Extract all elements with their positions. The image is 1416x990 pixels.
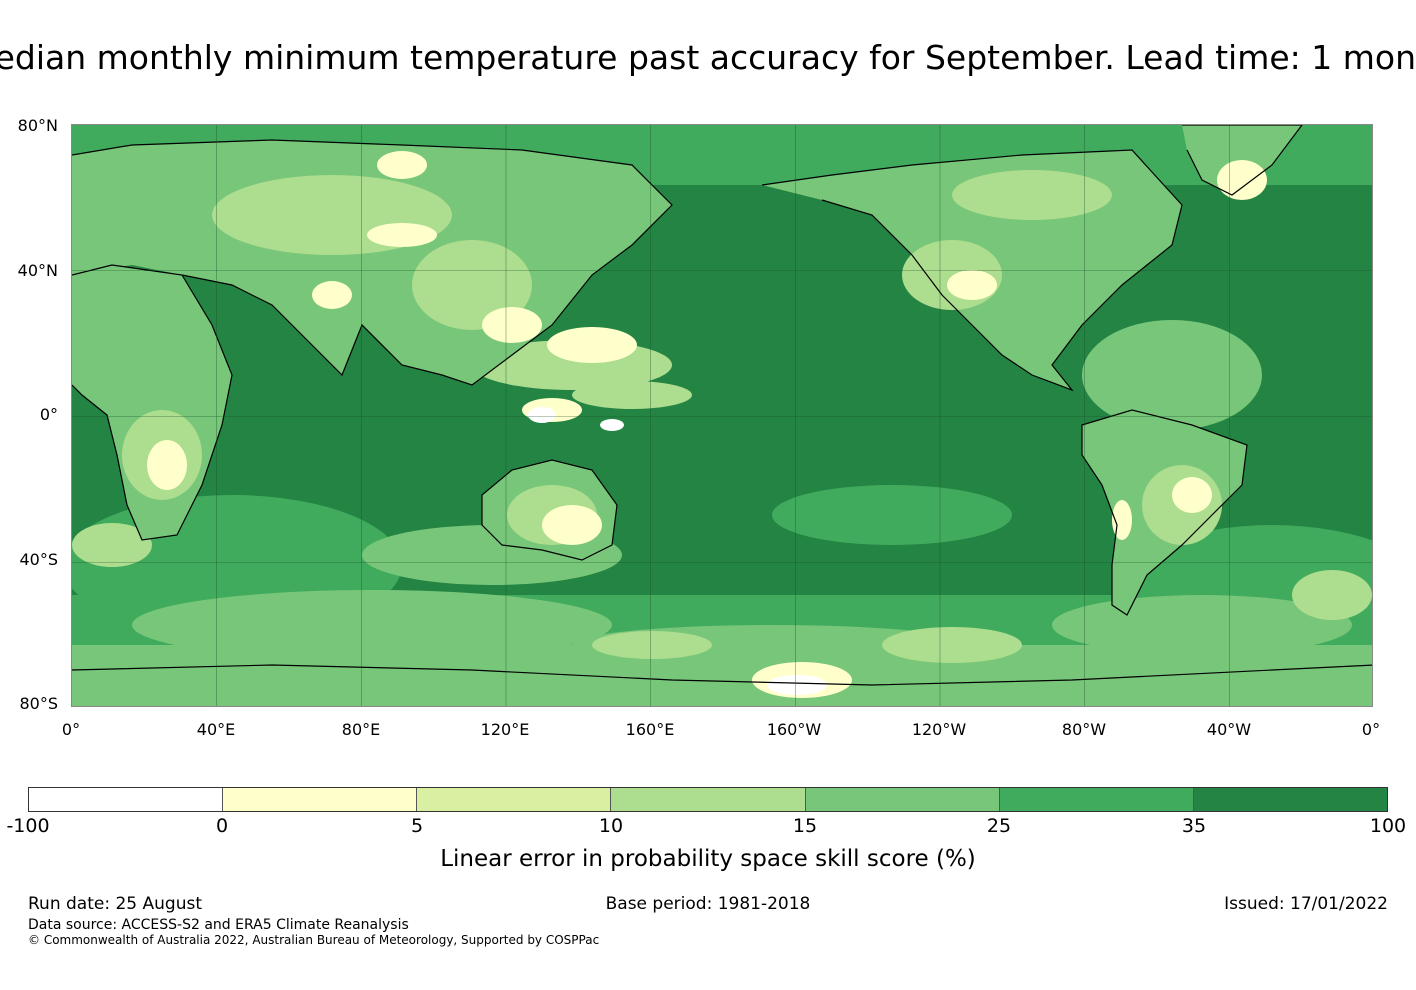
colorbar-segment (1192, 788, 1387, 811)
lon-label-80w: 80°W (1061, 720, 1107, 739)
colorbar-tick: 10 (598, 815, 624, 837)
lat-label-40s: 40°S (19, 550, 58, 569)
colorbar-segment (29, 788, 223, 811)
colorbar-segment (804, 788, 999, 811)
lon-label-160w: 160°W (766, 720, 822, 739)
colorbar-segment (416, 788, 611, 811)
colorbar-label: Linear error in probability space skill … (440, 846, 976, 872)
colorbar-segment (998, 788, 1193, 811)
map-canvas (72, 125, 1372, 706)
data-source: Data source: ACCESS-S2 and ERA5 Climate … (28, 917, 409, 933)
colorbar-tick: 5 (410, 815, 424, 837)
lat-label-80n: 80°N (17, 116, 58, 135)
colorbar-tick: 0 (215, 815, 229, 837)
no-skill-patches (528, 407, 827, 695)
colorbar (28, 787, 1388, 812)
lon-label-40e: 40°E (196, 720, 236, 739)
map-title: Median monthly minimum temperature past … (0, 38, 1416, 77)
colorbar-segment (610, 788, 805, 811)
copyright: © Commonwealth of Australia 2022, Austra… (28, 933, 600, 947)
graticule (72, 125, 1372, 706)
colorbar-tick: -100 (6, 815, 50, 837)
colorbar-tick: 25 (986, 815, 1012, 837)
colorbar-tick: 35 (1181, 815, 1207, 837)
lon-label-160e: 160°E (625, 720, 675, 739)
lon-label-0: 0° (61, 720, 81, 739)
colorbar-tick: 100 (1369, 815, 1407, 837)
skill-score-map[interactable] (71, 124, 1373, 707)
antarctica (72, 665, 1372, 706)
base-period: Base period: 1981-2018 (605, 894, 811, 914)
lat-label-80s: 80°S (19, 694, 58, 713)
colorbar-segment (222, 788, 417, 811)
lon-label-80e: 80°E (341, 720, 381, 739)
lon-label-40w: 40°W (1206, 720, 1252, 739)
colorbar-tick: 15 (792, 815, 818, 837)
issued-date: Issued: 17/01/2022 (1224, 894, 1388, 914)
lon-label-120e: 120°E (480, 720, 530, 739)
lat-label-40n: 40°N (17, 261, 58, 280)
lon-label-0-end: 0° (1361, 720, 1381, 739)
lat-label-equator: 0° (39, 405, 58, 424)
lon-label-120w: 120°W (911, 720, 967, 739)
coastlines (72, 125, 1372, 686)
run-date: Run date: 25 August (28, 894, 202, 914)
